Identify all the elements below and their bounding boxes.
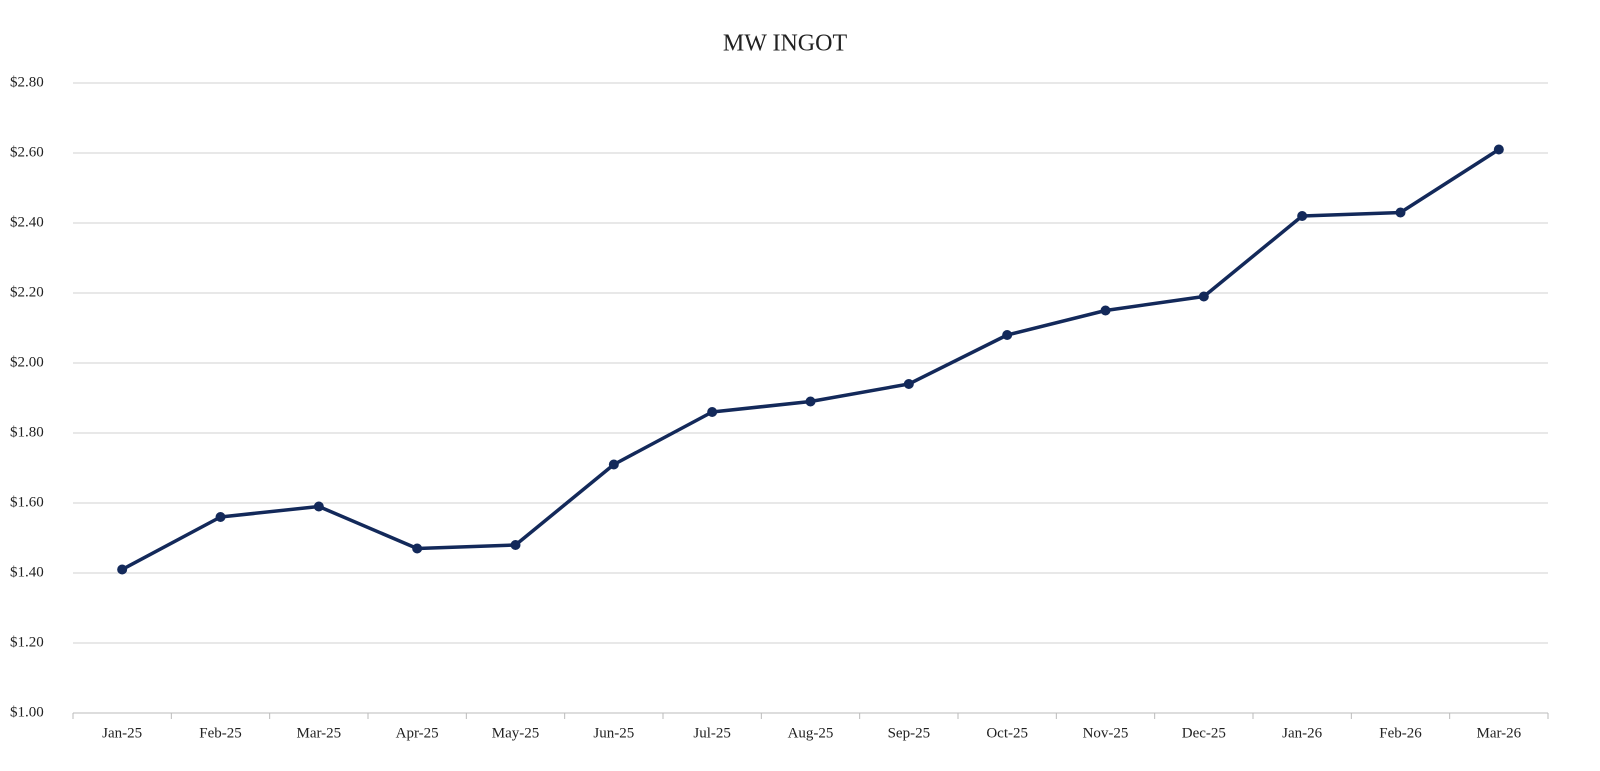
data-point <box>412 543 423 554</box>
data-point <box>215 512 226 522</box>
data-point <box>510 540 521 550</box>
x-tick-label: Mar-25 <box>296 725 341 741</box>
x-tick-label: Nov-25 <box>1083 725 1129 741</box>
data-point <box>707 407 718 417</box>
chart-title: MW INGOT <box>723 31 848 57</box>
data-point <box>1198 291 1209 302</box>
x-tick-label: Oct-25 <box>986 725 1028 741</box>
y-tick-label: $1.60 <box>10 494 44 510</box>
y-tick-label: $2.80 <box>10 74 44 90</box>
data-point <box>903 379 914 389</box>
y-tick-label: $1.20 <box>10 634 44 650</box>
y-tick-label: $2.40 <box>10 214 44 230</box>
x-tick-label: Apr-25 <box>396 725 439 741</box>
x-tick-label: May-25 <box>492 725 540 741</box>
data-point <box>805 396 816 407</box>
data-point <box>1395 207 1406 218</box>
x-tick-label: Sep-25 <box>888 725 931 741</box>
y-tick-label: $2.20 <box>10 284 44 300</box>
x-tick-label: Jan-25 <box>102 725 142 741</box>
y-tick-label: $1.40 <box>10 564 44 580</box>
data-point <box>1100 305 1111 316</box>
x-tick-label: Jun-25 <box>593 725 634 741</box>
data-point <box>1002 330 1013 340</box>
x-tick-label: Mar-26 <box>1476 725 1521 741</box>
x-tick-label: Jul-25 <box>693 725 731 741</box>
y-tick-label: $1.80 <box>10 424 44 440</box>
series-line <box>121 148 1500 572</box>
x-tick-label: Jan-26 <box>1282 725 1322 741</box>
data-point <box>1493 144 1504 155</box>
x-tick-label: Dec-25 <box>1182 725 1226 741</box>
data-point <box>117 564 128 575</box>
y-tick-label: $2.60 <box>10 144 44 160</box>
data-point <box>1297 211 1308 221</box>
data-point <box>608 459 619 470</box>
x-tick-label: Feb-25 <box>199 725 242 741</box>
x-tick-label: Aug-25 <box>788 725 834 741</box>
x-tick-label: Feb-26 <box>1379 725 1422 741</box>
data-point <box>313 501 324 512</box>
y-tick-label: $2.00 <box>10 354 44 370</box>
y-tick-label: $1.00 <box>10 704 44 720</box>
